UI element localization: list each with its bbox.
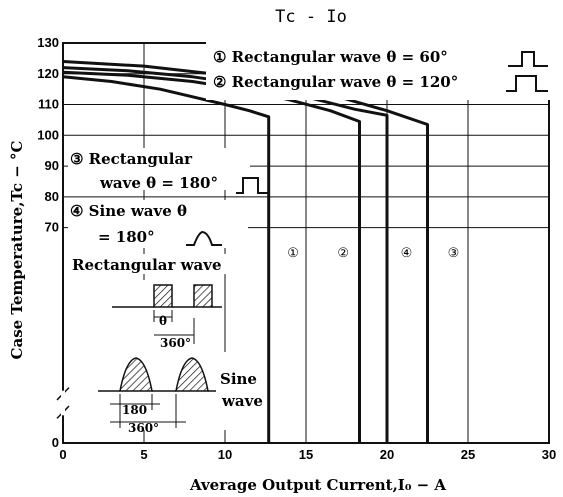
legend-entry-1: ① Rectangular wave θ = 60°	[213, 48, 548, 67]
rectangular-wave-diagram: Rectangular wave θ 360°	[68, 254, 252, 352]
rect-pulse-120-icon	[506, 75, 548, 92]
rect-period-label: 360°	[160, 336, 191, 350]
sine-period-label: 360°	[128, 421, 159, 435]
x-tick-label-1: 5	[140, 447, 147, 462]
series-line-1	[62, 75, 271, 443]
sine-180-label-line2: = 180°	[98, 228, 155, 246]
sine-width-label: 180	[122, 403, 147, 417]
series-labels: ① ② ④ ③	[287, 246, 459, 261]
x-tick-labels: 0 5 10 15 20 25 30	[59, 447, 556, 462]
rect-180-label-line1: ③ Rectangular	[70, 150, 193, 168]
legend: ① Rectangular wave θ = 60° ② Rectangular…	[206, 40, 554, 100]
x-tick-label-6: 30	[542, 447, 556, 462]
sine-label-line1: Sine	[220, 370, 257, 388]
y-tick-labels: 0 70 80 90 100 110 120 130	[37, 35, 59, 450]
annotation-sine-180: ④ Sine wave θ = 180°	[68, 200, 248, 248]
axis-break-gap	[61, 390, 65, 416]
sine-180-label-line1: ④ Sine wave θ	[70, 202, 187, 220]
y-tick-label-13: 130	[37, 35, 59, 50]
series-number-label-0: ①	[287, 246, 299, 261]
legend-label-1: ① Rectangular wave θ = 60°	[213, 48, 448, 66]
series-number-label-3: ③	[448, 246, 460, 261]
y-tick-label-7: 70	[45, 220, 59, 235]
annotation-rect-180: ③ Rectangular wave θ = 180°	[68, 148, 268, 194]
x-tick-label-4: 20	[380, 447, 394, 462]
y-tick-label-10: 100	[37, 127, 59, 142]
x-tick-label-0: 0	[59, 447, 66, 462]
sine-label-line2: wave	[221, 392, 263, 410]
x-tick-label-5: 25	[461, 447, 475, 462]
x-axis-label: Average Output Current,I₀ − A	[189, 476, 446, 494]
series-number-label-1: ②	[337, 246, 349, 261]
x-tick-label-3: 15	[299, 447, 313, 462]
y-tick-label-0: 0	[52, 435, 59, 450]
y-axis-label: Case Temperature,Tc − °C	[8, 140, 26, 359]
rect-theta-label: θ	[159, 314, 167, 328]
y-tick-label-8: 80	[45, 189, 59, 204]
series-number-label-2: ④	[401, 246, 413, 261]
legend-entry-2: ② Rectangular wave θ = 120°	[213, 73, 548, 92]
sine-wave-diagram: 180 360° Sine wave	[90, 352, 264, 435]
chart-title: Tc - Io	[275, 7, 347, 27]
y-tick-label-12: 120	[37, 66, 59, 81]
rect-pulse-180-icon	[236, 177, 268, 194]
sine-half-wave-icon	[186, 230, 222, 246]
legend-label-2: ② Rectangular wave θ = 120°	[213, 73, 458, 91]
y-tick-label-9: 90	[45, 158, 59, 173]
y-tick-label-11: 110	[38, 97, 59, 112]
rect-180-label-line2: wave θ = 180°	[99, 174, 218, 192]
rect-pulse-60-icon	[508, 51, 548, 67]
x-tick-label-2: 10	[218, 447, 232, 462]
rect-wave-label: Rectangular wave	[72, 256, 222, 274]
